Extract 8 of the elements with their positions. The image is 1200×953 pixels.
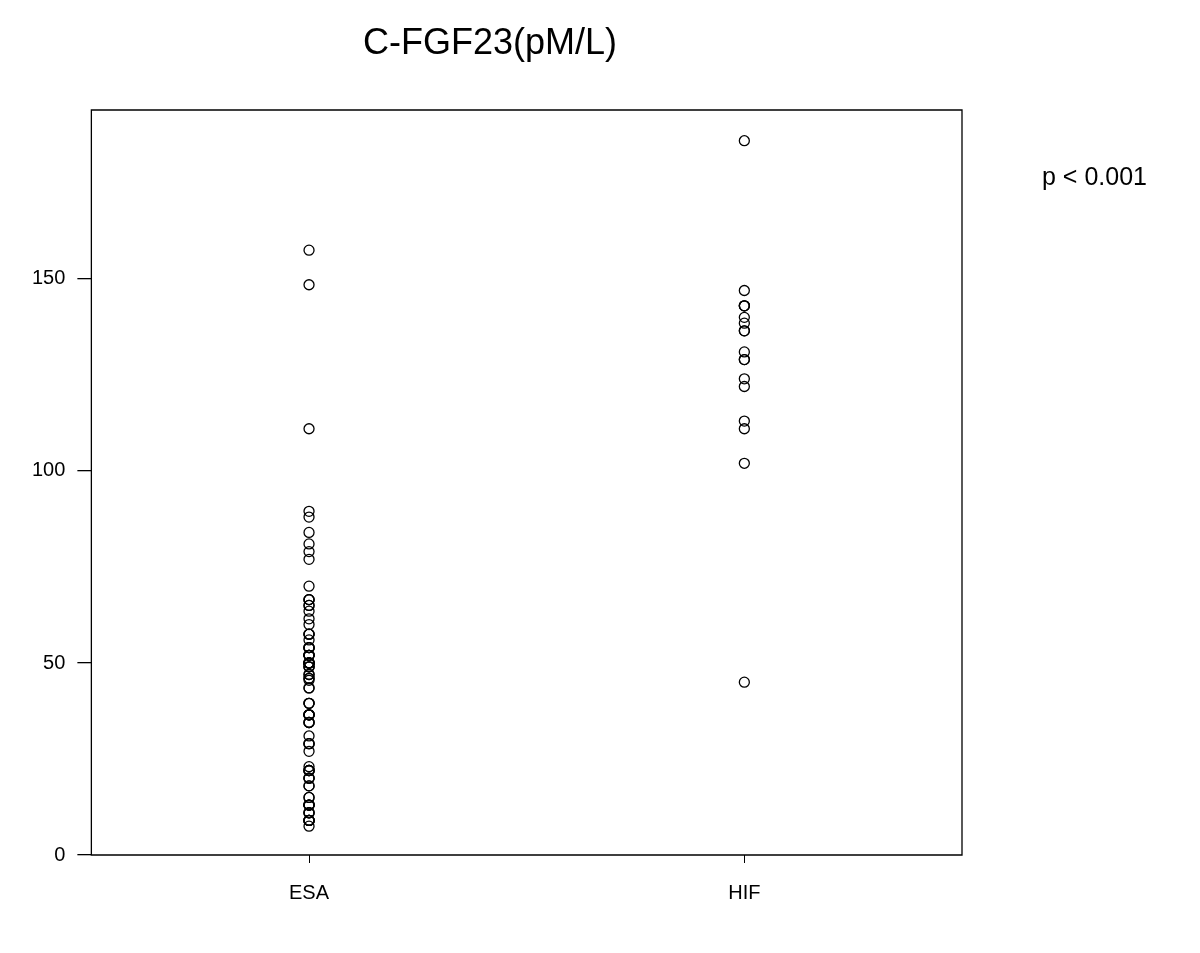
chart-title: C-FGF23(pM/L) xyxy=(362,20,618,62)
y-tick-label: 100 xyxy=(31,458,66,481)
x-tick-label: ESA xyxy=(289,880,330,903)
x-tick-label: HIF xyxy=(728,880,761,903)
y-tick-label: 0 xyxy=(54,842,66,865)
text: p < 0.001 xyxy=(1042,161,1147,190)
y-tick-label: 150 xyxy=(31,266,66,289)
y-tick-label: 50 xyxy=(43,650,66,673)
